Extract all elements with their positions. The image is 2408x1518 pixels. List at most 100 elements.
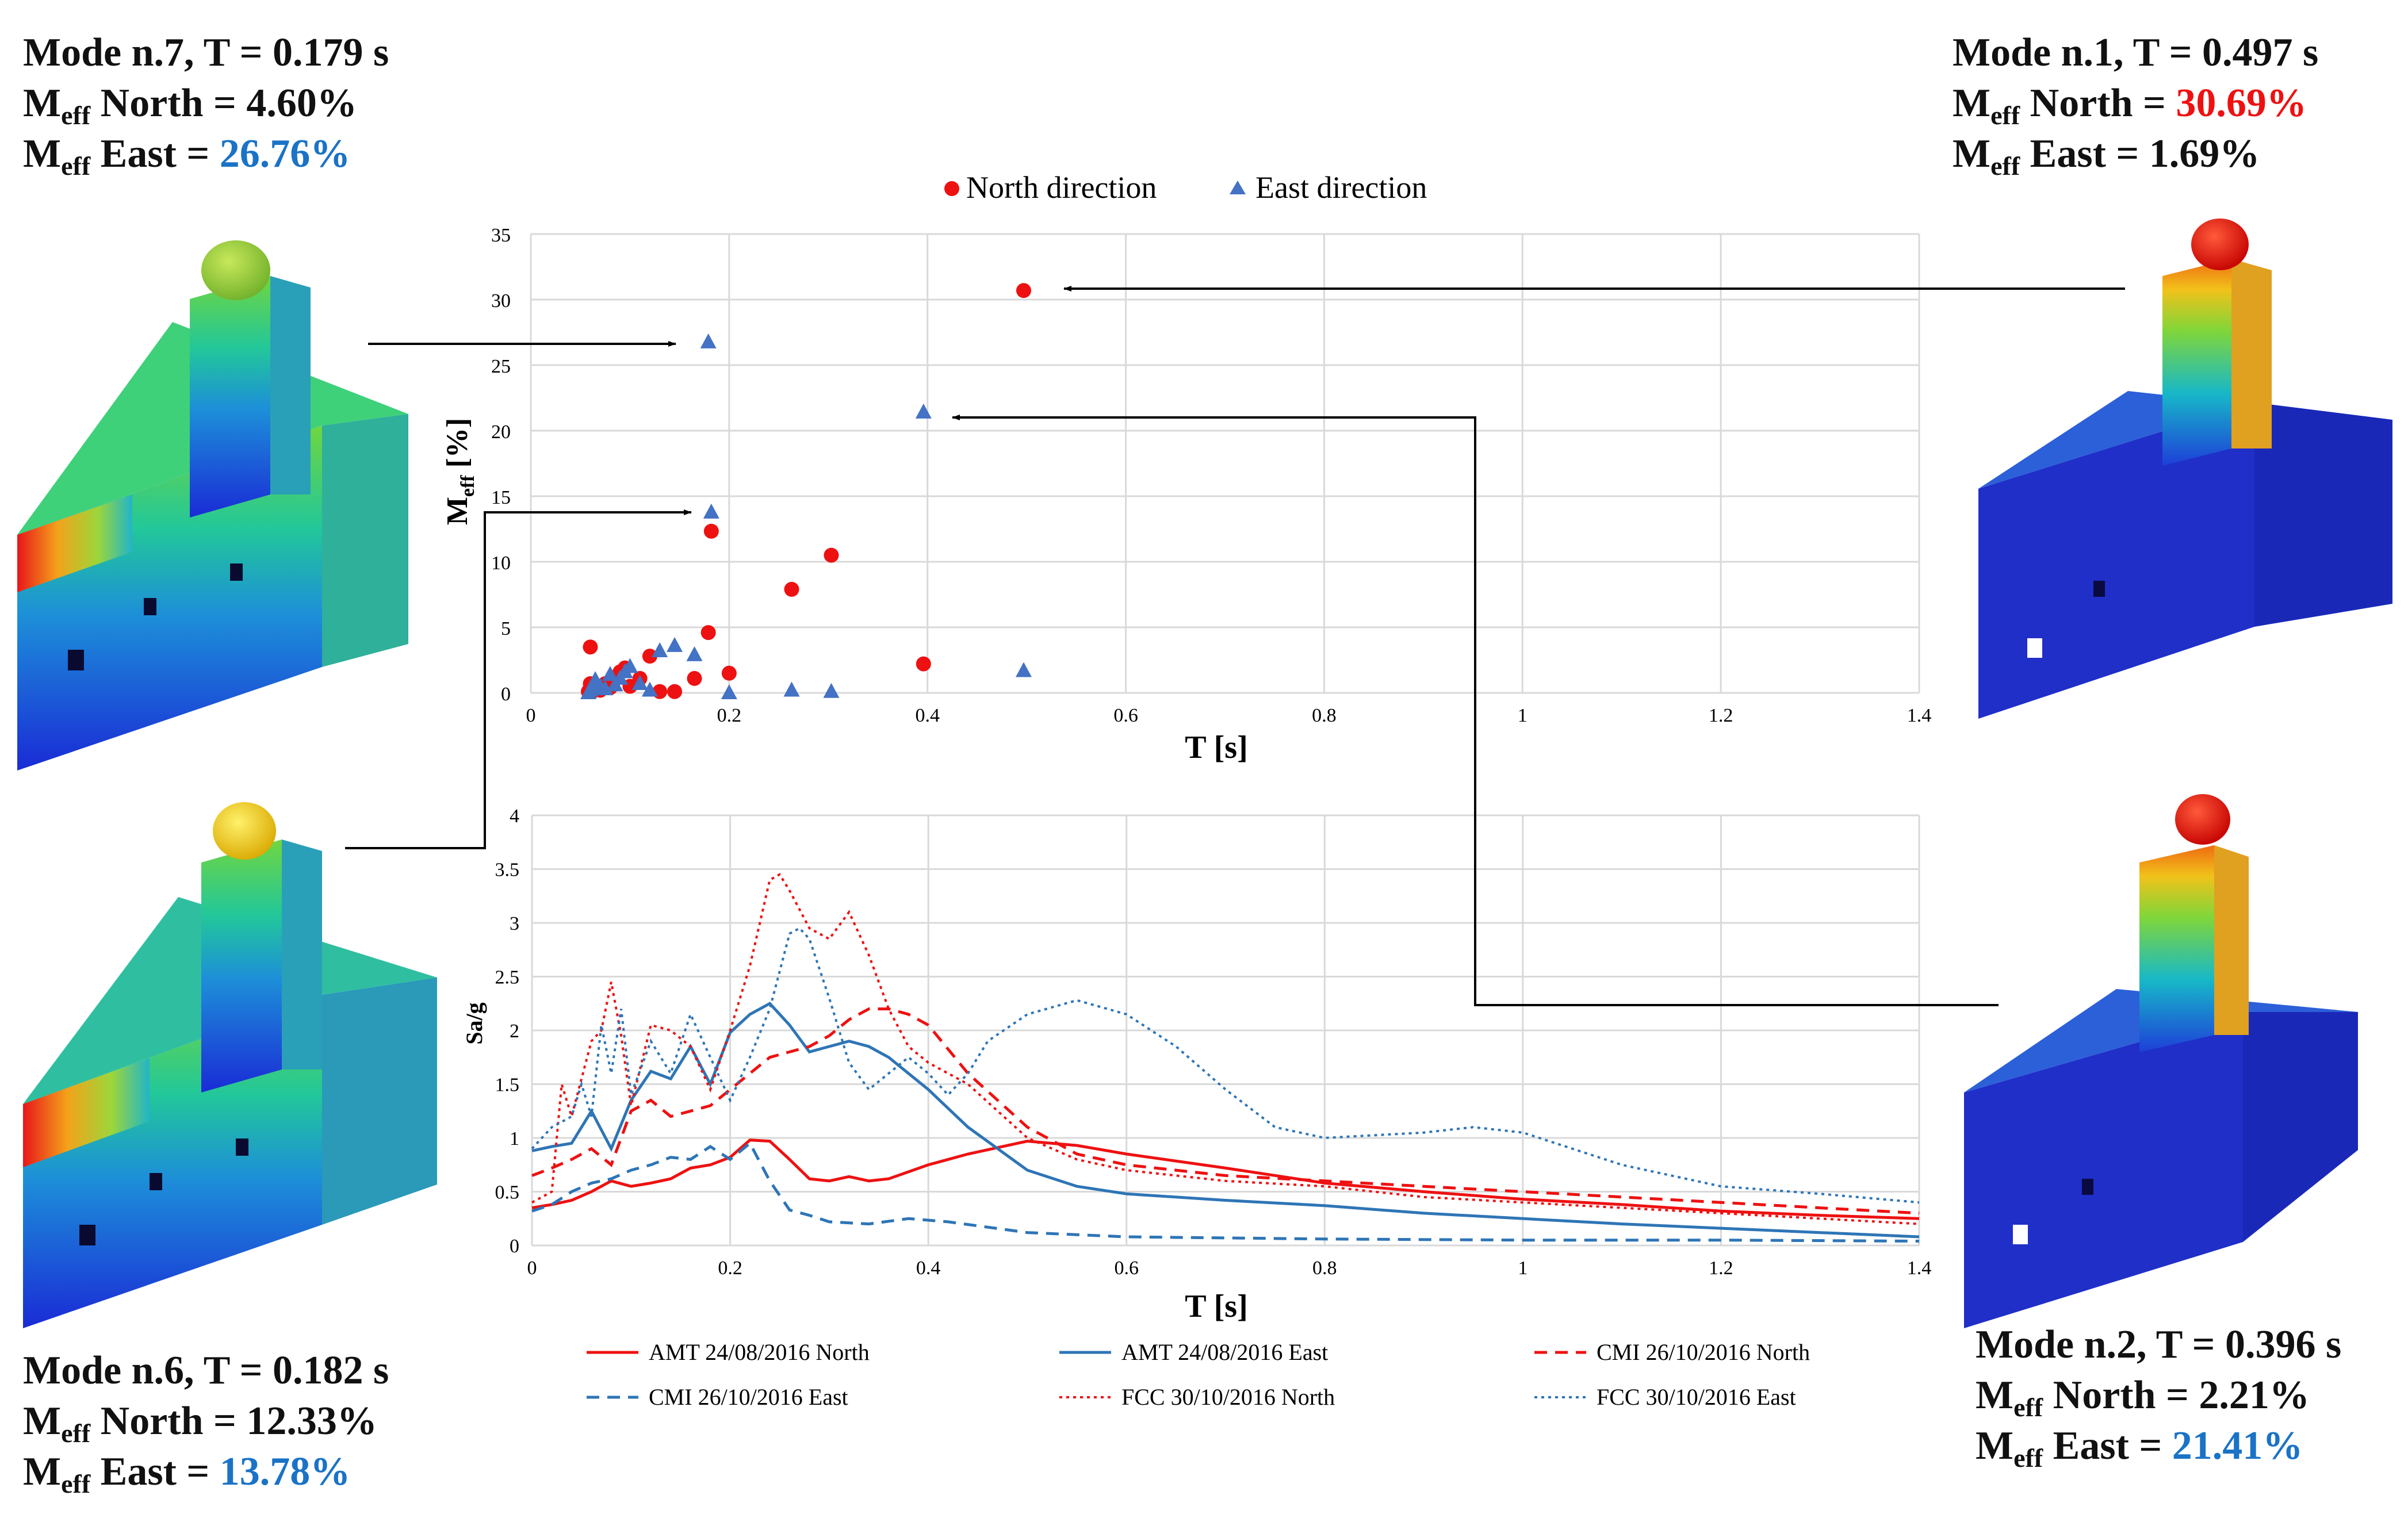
east-point — [584, 678, 600, 694]
mode2-north-value: 2.21% — [2199, 1373, 2310, 1417]
east-point — [667, 637, 683, 652]
mode2-building-image — [1964, 794, 2358, 1328]
spectra-ytick-label: 4 — [510, 806, 519, 827]
scatter-xtick-label: 1.4 — [1907, 705, 1932, 726]
mode7-north: Meff North = 4.60% — [23, 81, 357, 130]
scatter-xtick-label: 0.2 — [717, 705, 742, 726]
spectra-ytick-label: 0 — [510, 1236, 519, 1257]
spectra-ytick-label: 0.5 — [495, 1182, 520, 1203]
mode1-north: Meff North = 30.69% — [1953, 81, 2307, 130]
spectrum-line-1 — [531, 1138, 1920, 1220]
spectra-xtick-label: 0.6 — [1114, 1258, 1139, 1279]
east-point — [915, 403, 932, 419]
mode1-east-value: 1.69% — [2149, 132, 2260, 176]
mode6-east-value: 13.78% — [219, 1450, 351, 1494]
spectra-xtick-label: 0.8 — [1312, 1258, 1337, 1279]
mode6-north: Meff North = 12.33% — [23, 1399, 377, 1448]
mode1-east: Meff East = 1.69% — [1953, 132, 2260, 181]
north-point — [667, 684, 683, 699]
legend-north-label: North direction — [966, 170, 1157, 205]
north-point — [703, 523, 719, 539]
spectrum-line-6 — [531, 926, 1920, 1204]
north-point — [1016, 283, 1031, 298]
spectra-xtick-label: 1.2 — [1709, 1258, 1733, 1279]
north-point — [916, 656, 931, 672]
mode7-building-image — [17, 240, 408, 770]
north-point — [700, 625, 716, 641]
legend-line-label: AMT 24/08/2016 North — [649, 1339, 870, 1365]
mode1-label: Mode n.1, T = 0.497 s Meff North = 30.69… — [1953, 28, 2318, 179]
mode6-title: Mode n.6, T = 0.182 s — [23, 1348, 389, 1393]
east-point — [641, 681, 658, 697]
east-point — [703, 503, 719, 519]
east-point — [602, 666, 618, 681]
scatter-xtick-label: 1.2 — [1709, 705, 1733, 726]
scatter-ytick-label: 30 — [491, 290, 511, 312]
scatter-ylabel: Meff [%] — [441, 418, 478, 525]
scatter-ytick-label: 10 — [491, 553, 511, 574]
mode7-title: Mode n.7, T = 0.179 s — [23, 30, 389, 75]
north-point — [687, 670, 702, 686]
north-point — [784, 581, 799, 597]
scatter-ytick-label: 35 — [491, 225, 511, 246]
scatter-xtick-label: 1 — [1518, 705, 1528, 726]
connector-arrows — [345, 286, 2125, 1006]
spectrum-line-3 — [531, 1007, 1920, 1215]
spectra-legend: AMT 24/08/2016 North AMT 24/08/2016 East C… — [587, 1339, 1810, 1410]
mode7-east: Meff East = 26.76% — [23, 132, 351, 181]
spectra-ytick-label: 3 — [510, 913, 519, 934]
mode6-building-image — [23, 802, 437, 1328]
scatter-chart: 0 5 10 15 20 25 30 35 0 0.2 0.4 0.6 0.8 1 1.2 1.4 T [s]… — [441, 170, 1931, 765]
mode7-label: Mode n.7, T = 0.179 s Meff North = 4.60%… — [23, 28, 389, 179]
east-point — [783, 681, 800, 697]
mode7-east-value: 26.76% — [219, 132, 351, 176]
scatter-legend: North direction East direction — [944, 170, 1427, 205]
spectra-ylabel: Sa/g — [461, 1002, 487, 1044]
spectrum-line-4 — [531, 1141, 1920, 1243]
legend-line-label: CMI 26/10/2016 North — [1597, 1339, 1810, 1365]
scatter-ytick-label: 5 — [501, 618, 511, 639]
legend-east-label: East direction — [1255, 170, 1427, 205]
east-point — [686, 646, 703, 661]
spectra-grid — [531, 814, 1920, 1247]
scatter-ytick-label: 25 — [491, 356, 511, 377]
legend-north-marker — [944, 181, 959, 196]
mode1-title: Mode n.1, T = 0.497 s — [1953, 30, 2319, 75]
east-point — [652, 642, 668, 658]
east-point — [607, 676, 623, 692]
east-point — [1015, 662, 1032, 677]
scatter-xtick-label: 0 — [526, 705, 536, 726]
east-point — [823, 683, 840, 698]
east-point — [631, 675, 648, 691]
scatter-ticks: 0 5 10 15 20 25 30 35 0 0.2 0.4 0.6 0.8 1 1.2 1.4 — [491, 225, 1931, 726]
spectra-xtick-label: 1 — [1518, 1258, 1528, 1279]
scatter-points — [580, 283, 1032, 699]
north-point — [824, 547, 839, 563]
mode1-north-value: 30.69% — [2176, 81, 2307, 125]
mode6-east: Meff East = 13.78% — [23, 1450, 351, 1498]
north-point — [721, 665, 737, 681]
spectra-xtick-label: 1.4 — [1907, 1258, 1932, 1279]
mode2-east-value: 21.41% — [2172, 1424, 2303, 1468]
spectra-xtick-label: 0 — [527, 1258, 537, 1279]
east-point — [721, 684, 737, 699]
mode2-north: Meff North = 2.21% — [1976, 1373, 2310, 1422]
arrow-mode6 — [345, 509, 692, 849]
mode2-title: Mode n.2, T = 0.396 s — [1976, 1322, 2342, 1367]
spectra-ytick-label: 2.5 — [495, 967, 520, 988]
spectra-xtick-label: 0.2 — [718, 1258, 742, 1279]
spectrum-line-5 — [531, 873, 1920, 1225]
legend-line-label: FCC 30/10/2016 East — [1597, 1384, 1796, 1410]
scatter-xtick-label: 0.8 — [1312, 705, 1337, 726]
legend-line-label: CMI 26/10/2016 East — [649, 1384, 848, 1410]
scatter-xtick-label: 0.4 — [915, 705, 940, 726]
spectra-series — [531, 873, 1920, 1243]
legend-east-marker — [1230, 181, 1246, 194]
scatter-grid — [530, 233, 1920, 694]
mode1-building-image — [1978, 218, 2392, 719]
mode7-north-value: 4.60% — [246, 81, 357, 125]
spectra-ytick-label: 2 — [510, 1021, 519, 1042]
mode2-east: Meff East = 21.41% — [1976, 1424, 2303, 1473]
east-point — [700, 333, 717, 348]
